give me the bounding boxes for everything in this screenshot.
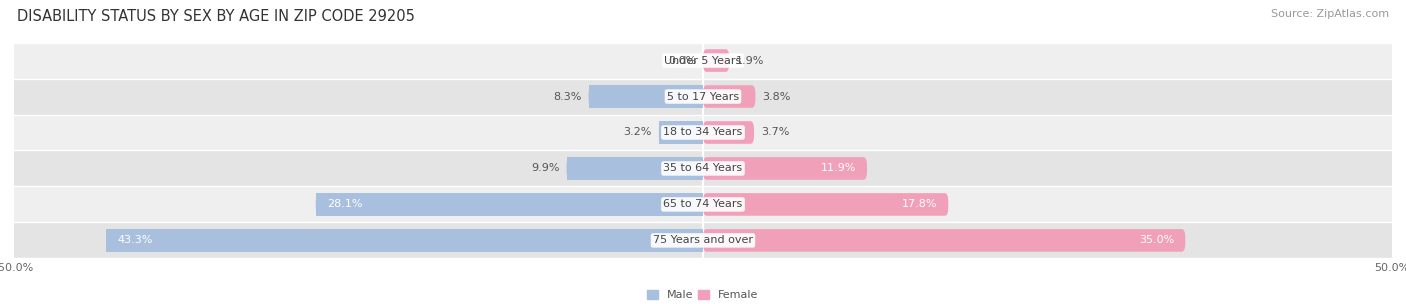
Text: 18 to 34 Years: 18 to 34 Years xyxy=(664,127,742,137)
Legend: Male, Female: Male, Female xyxy=(647,290,759,300)
FancyBboxPatch shape xyxy=(107,229,703,252)
Text: 3.8%: 3.8% xyxy=(762,92,790,102)
Text: 11.9%: 11.9% xyxy=(821,164,856,174)
Bar xyxy=(316,193,703,216)
Text: 35 to 64 Years: 35 to 64 Years xyxy=(664,164,742,174)
FancyBboxPatch shape xyxy=(703,193,948,216)
Text: 9.9%: 9.9% xyxy=(531,164,560,174)
Bar xyxy=(589,85,703,108)
Bar xyxy=(14,186,1392,223)
Bar xyxy=(107,229,703,252)
Text: 43.3%: 43.3% xyxy=(117,235,153,245)
Text: 75 Years and over: 75 Years and over xyxy=(652,235,754,245)
FancyBboxPatch shape xyxy=(659,121,703,144)
Bar xyxy=(14,150,1392,186)
FancyBboxPatch shape xyxy=(316,193,703,216)
Text: 28.1%: 28.1% xyxy=(326,199,363,209)
Bar xyxy=(567,157,703,180)
FancyBboxPatch shape xyxy=(703,85,755,108)
FancyBboxPatch shape xyxy=(703,49,730,72)
Text: Source: ZipAtlas.com: Source: ZipAtlas.com xyxy=(1271,9,1389,19)
Text: DISABILITY STATUS BY SEX BY AGE IN ZIP CODE 29205: DISABILITY STATUS BY SEX BY AGE IN ZIP C… xyxy=(17,9,415,24)
FancyBboxPatch shape xyxy=(703,121,754,144)
Bar xyxy=(14,43,1392,78)
Text: 65 to 74 Years: 65 to 74 Years xyxy=(664,199,742,209)
Text: 5 to 17 Years: 5 to 17 Years xyxy=(666,92,740,102)
Text: 3.7%: 3.7% xyxy=(761,127,789,137)
Text: 3.2%: 3.2% xyxy=(624,127,652,137)
Text: 35.0%: 35.0% xyxy=(1139,235,1174,245)
Text: 1.9%: 1.9% xyxy=(737,56,765,66)
Text: 17.8%: 17.8% xyxy=(901,199,938,209)
Bar xyxy=(14,115,1392,150)
FancyBboxPatch shape xyxy=(567,157,703,180)
Bar xyxy=(14,78,1392,115)
Text: 8.3%: 8.3% xyxy=(554,92,582,102)
FancyBboxPatch shape xyxy=(589,85,703,108)
Bar xyxy=(659,121,703,144)
Bar xyxy=(14,223,1392,258)
Text: 0.0%: 0.0% xyxy=(668,56,696,66)
FancyBboxPatch shape xyxy=(703,229,1185,252)
FancyBboxPatch shape xyxy=(703,157,868,180)
Text: Under 5 Years: Under 5 Years xyxy=(665,56,741,66)
